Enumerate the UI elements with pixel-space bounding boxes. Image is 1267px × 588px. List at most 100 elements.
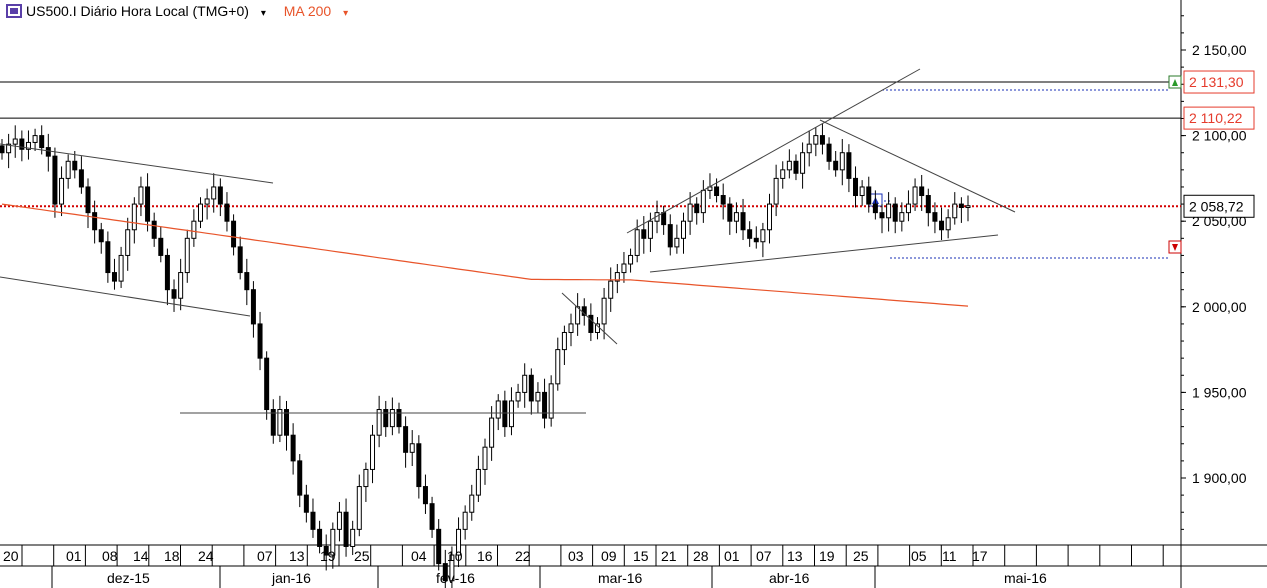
candle-body (0, 145, 5, 154)
day-label: 15 (633, 548, 649, 564)
candle-body (145, 186, 151, 222)
day-label: 01 (724, 548, 740, 564)
month-label: mai-16 (1004, 570, 1047, 586)
candle-body (356, 486, 362, 530)
candle-body (614, 272, 620, 282)
candle-body (833, 160, 839, 171)
candle-body (178, 272, 184, 299)
buy-arrow-icon (1172, 79, 1178, 86)
candle-body (661, 212, 667, 226)
candle-body (317, 528, 323, 547)
candle-body (767, 203, 773, 231)
month-label: fev-16 (436, 570, 475, 586)
day-label: 05 (911, 548, 927, 564)
candle-body (164, 254, 170, 291)
price-marker-label: 2 058,72 (1189, 198, 1244, 214)
day-label: 03 (568, 548, 584, 564)
candle-body (456, 528, 462, 556)
candle-body (429, 503, 435, 530)
candle-body (65, 160, 71, 179)
candle-body (416, 443, 422, 488)
candle-body (515, 391, 521, 402)
candle-body (892, 203, 898, 222)
candle-body (98, 229, 104, 243)
candle-body (257, 323, 263, 359)
candle-body (85, 186, 91, 214)
candle-body (581, 306, 587, 316)
candle-body (522, 374, 528, 393)
candle-body (747, 229, 753, 239)
day-label: 17 (972, 548, 988, 564)
candle-body (270, 409, 276, 436)
candle-body (237, 246, 243, 274)
price-marker-box (1183, 106, 1255, 130)
candle-body (601, 297, 607, 325)
candle-body (118, 254, 124, 282)
trend-line[interactable] (649, 234, 999, 273)
candle-body (290, 434, 296, 462)
day-label: 24 (198, 548, 214, 564)
symbol-dropdown-icon[interactable]: ▾ (260, 8, 266, 19)
candle-body (806, 143, 812, 154)
day-label: 25 (354, 548, 370, 564)
trend-line[interactable] (0, 143, 274, 184)
candle-body (297, 460, 303, 496)
candle-body (826, 143, 832, 162)
candle-body (879, 212, 885, 219)
price-tick-label: 2 100,00 (1192, 128, 1247, 144)
candle-body (932, 212, 938, 222)
trend-line[interactable] (626, 68, 921, 234)
candle-body (409, 443, 415, 453)
candle-body (45, 147, 51, 157)
day-label: 13 (289, 548, 305, 564)
candle-body (231, 220, 237, 248)
indicator-dropdown-icon[interactable]: ▾ (343, 8, 349, 19)
candle-body (912, 186, 918, 205)
candle-body (714, 186, 720, 197)
candle-body (965, 205, 971, 209)
candle-body (588, 314, 594, 333)
candle-body (111, 272, 117, 282)
candle-body (899, 212, 905, 222)
day-label: 07 (257, 548, 273, 564)
candle-body (125, 229, 131, 256)
trend-line[interactable] (819, 119, 1016, 213)
candle-body (641, 229, 647, 239)
day-label: 11 (942, 548, 957, 564)
trend-line[interactable] (561, 292, 618, 345)
candle-body (621, 263, 627, 274)
candle-body (204, 198, 210, 205)
indicator-label[interactable]: MA 200 (283, 3, 332, 19)
candle-body (813, 135, 819, 145)
symbol-title[interactable]: US500.I Diário Hora Local (TMG+0) (26, 3, 249, 19)
candle-body (958, 203, 964, 209)
candle-body (542, 391, 548, 419)
candle-body (475, 468, 481, 496)
day-label: 14 (133, 548, 149, 564)
candle-body (727, 203, 733, 222)
candle-body (647, 220, 653, 239)
price-tick-label: 2 150,00 (1192, 42, 1247, 58)
candle-body (370, 434, 376, 470)
candle-body (786, 160, 792, 171)
trend-line[interactable] (0, 276, 251, 317)
candle-body (78, 169, 84, 188)
candle-body (680, 220, 686, 239)
day-label: 20 (3, 548, 19, 564)
candle-body (667, 224, 673, 248)
day-label: 13 (787, 548, 803, 564)
candle-body (628, 254, 634, 265)
candle-body (733, 212, 739, 222)
day-label: 01 (66, 548, 82, 564)
candle-body (535, 391, 541, 402)
candle-body (363, 468, 369, 488)
candle-body (800, 152, 806, 174)
cfd-logo-icon (6, 4, 22, 18)
candle-body (383, 409, 389, 428)
candle-body (59, 177, 65, 205)
month-label: mar-16 (598, 570, 643, 586)
candle-body (284, 409, 290, 436)
candle-body (105, 241, 111, 274)
candle-body (330, 528, 336, 556)
